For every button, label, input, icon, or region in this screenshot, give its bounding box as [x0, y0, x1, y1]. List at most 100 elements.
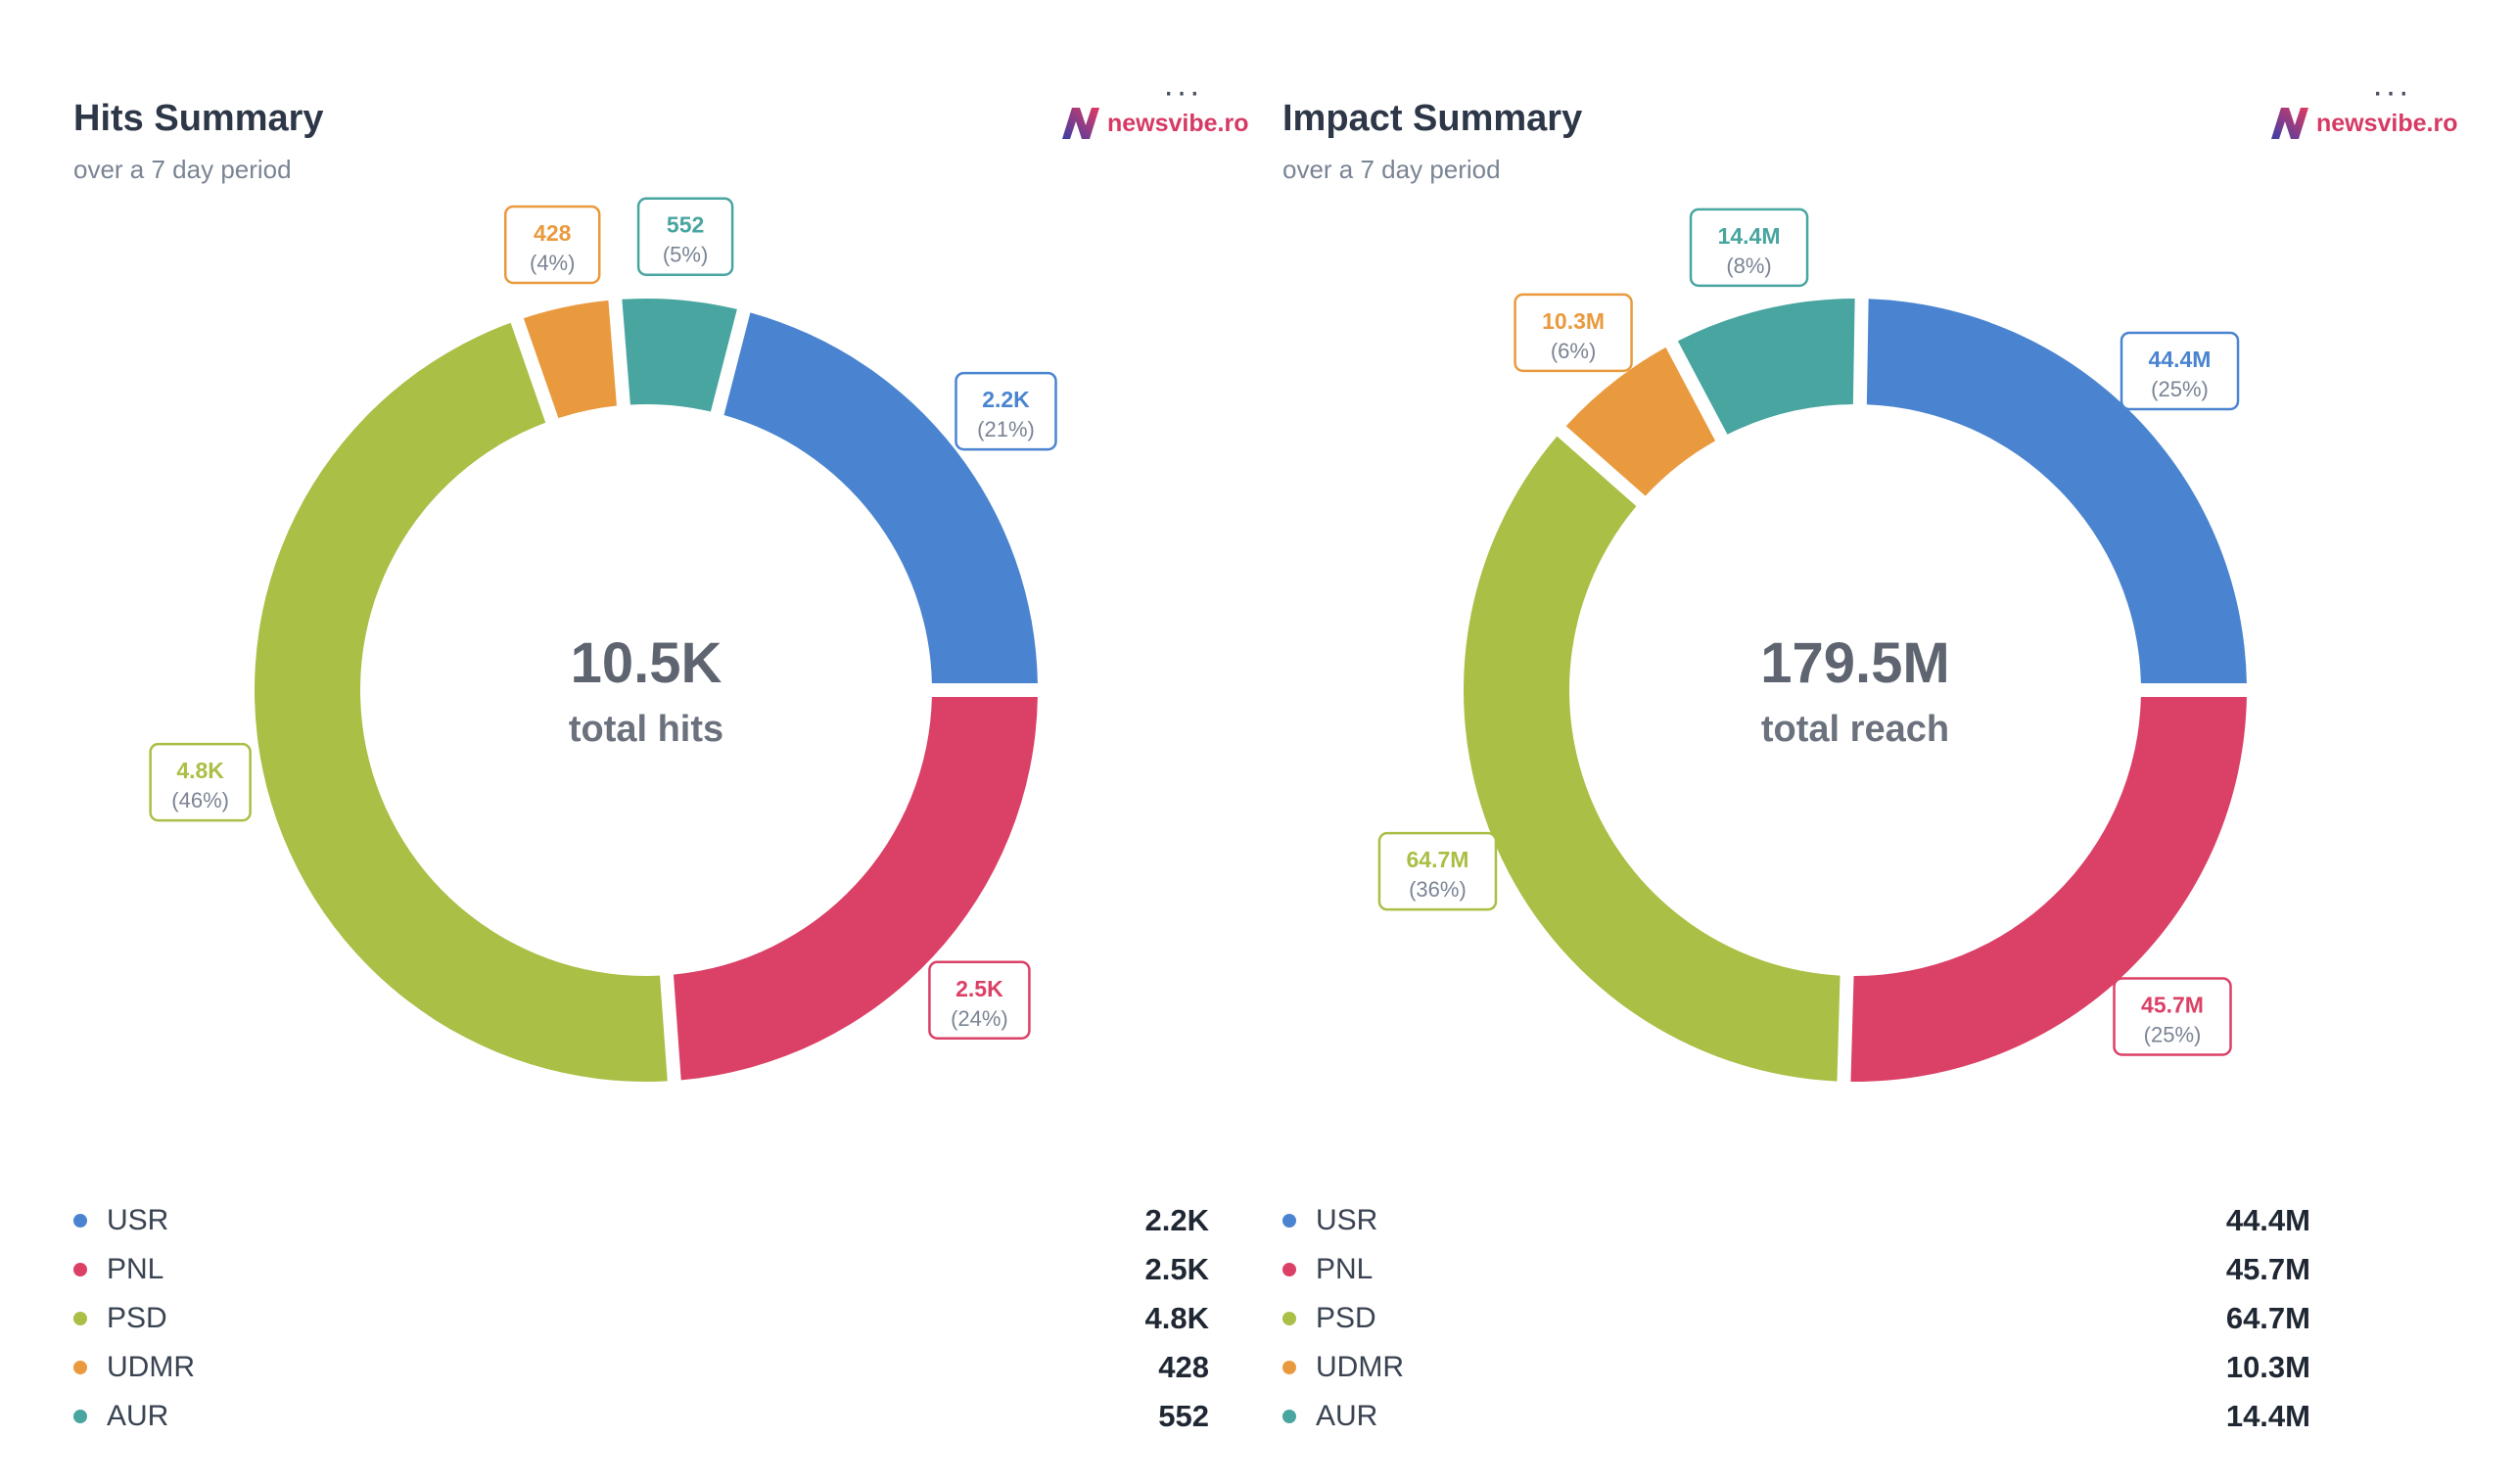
slice-label-aur: 14.4M (8%)	[1689, 208, 1809, 288]
legend: USR 44.4M PNL 45.7M PSD 64.7M UDMR 10.3M…	[1282, 1196, 2418, 1441]
legend-label: PNL	[1316, 1253, 1374, 1285]
panel-title: Impact Summary	[1282, 98, 1583, 139]
slice-value-label: 2.2K	[982, 387, 1030, 412]
slice-percent-label: (8%)	[1726, 254, 1771, 278]
donut-slice-pnl[interactable]	[1850, 696, 2247, 1082]
newsvibe-logo-icon	[2271, 108, 2308, 139]
slice-percent-label: (24%)	[951, 1006, 1008, 1031]
slice-percent-label: (5%)	[663, 243, 708, 267]
legend-item-udmr[interactable]: UDMR 10.3M	[1282, 1343, 2418, 1392]
brand-logo: newsvibe.ro	[2269, 106, 2458, 141]
legend-dot	[1282, 1263, 1296, 1276]
donut-slice-aur[interactable]	[1677, 299, 1855, 435]
donut-slice-psd[interactable]	[1464, 436, 1840, 1082]
slice-value-label: 2.5K	[955, 976, 1003, 1001]
legend-label: USR	[1316, 1204, 1378, 1236]
legend-item-pnl[interactable]: PNL 45.7M	[1282, 1245, 2418, 1294]
slice-label-aur: 552 (5%)	[636, 197, 734, 276]
legend-dot	[73, 1410, 87, 1423]
legend-value: 14.4M	[2225, 1399, 2310, 1433]
slice-value-label: 44.4M	[2149, 347, 2212, 372]
panel-subtitle: over a 7 day period	[73, 155, 292, 184]
slice-value-label: 10.3M	[1542, 308, 1605, 334]
slice-label-udmr: 10.3M (6%)	[1514, 293, 1633, 373]
legend-item-udmr[interactable]: UDMR 428	[73, 1343, 1209, 1392]
legend-value: 2.5K	[1144, 1252, 1209, 1286]
legend-value: 44.4M	[2225, 1203, 2310, 1237]
legend-value: 4.8K	[1144, 1301, 1209, 1335]
legend-label: AUR	[1316, 1400, 1378, 1432]
slice-value-label: 4.8K	[176, 758, 224, 783]
slice-value-label: 552	[667, 212, 704, 238]
legend-value: 2.2K	[1144, 1203, 1209, 1237]
donut-slice-pnl[interactable]	[673, 696, 1038, 1081]
brand-name: newsvibe.ro	[2316, 109, 2458, 137]
legend-label: PNL	[107, 1253, 164, 1285]
legend-value: 10.3M	[2225, 1350, 2310, 1384]
donut-slice-usr[interactable]	[723, 312, 1038, 684]
brand-logo: newsvibe.ro	[1060, 106, 1249, 141]
slice-value-label: 14.4M	[1718, 223, 1781, 249]
legend-label: UDMR	[107, 1351, 195, 1383]
legend-dot	[1282, 1410, 1296, 1423]
donut-slice-usr[interactable]	[1866, 299, 2247, 684]
donut-slice-aur[interactable]	[622, 298, 737, 412]
center-total-value: 179.5M	[1760, 631, 1949, 695]
legend-label: USR	[107, 1204, 169, 1236]
slice-label-pnl: 2.5K (24%)	[928, 960, 1031, 1041]
panel-subtitle: over a 7 day period	[1282, 155, 1501, 184]
center-total-label: total reach	[1761, 709, 1949, 750]
slice-label-usr: 2.2K (21%)	[955, 371, 1057, 451]
legend-dot	[73, 1312, 87, 1325]
slice-label-udmr: 428 (4%)	[503, 205, 601, 285]
legend-dot	[73, 1214, 87, 1228]
slice-label-psd: 64.7M (36%)	[1377, 831, 1498, 911]
legend-item-psd[interactable]: PSD 4.8K	[73, 1294, 1209, 1343]
center-total-label: total hits	[569, 709, 723, 750]
hits-donut-chart: 2.2K (21%) 552 (5%) 428 (4%) 4.8K (46%) 2.5K (24%…	[149, 197, 1057, 1083]
legend-dot	[1282, 1312, 1296, 1325]
impact-donut-chart: 44.4M (25%) 14.4M (8%) 10.3M (6%) 64.7M (36%) 45…	[1377, 208, 2247, 1082]
legend-dot	[1282, 1214, 1296, 1228]
slice-label-usr: 44.4M (25%)	[2120, 331, 2240, 411]
slice-percent-label: (6%)	[1551, 339, 1596, 363]
newsvibe-logo-icon	[1062, 108, 1099, 139]
legend-label: PSD	[1316, 1302, 1376, 1334]
donut-slice-udmr[interactable]	[1565, 347, 1716, 496]
legend-item-psd[interactable]: PSD 64.7M	[1282, 1294, 2418, 1343]
slice-percent-label: (36%)	[1409, 877, 1467, 902]
hits-summary-panel: Hits Summary over a 7 day period newsvib…	[0, 0, 1249, 1484]
legend-value: 428	[1158, 1350, 1209, 1384]
legend-label: AUR	[107, 1400, 169, 1432]
slice-percent-label: (46%)	[171, 788, 229, 812]
legend-label: PSD	[107, 1302, 167, 1334]
legend-value: 552	[1158, 1399, 1209, 1433]
impact-summary-panel: Impact Summary over a 7 day period newsv…	[1209, 0, 2458, 1484]
donut-slice-udmr[interactable]	[523, 300, 617, 419]
legend-label: UDMR	[1316, 1351, 1404, 1383]
center-total-value: 10.5K	[571, 631, 722, 695]
legend-dot	[1282, 1361, 1296, 1374]
legend-item-pnl[interactable]: PNL 2.5K	[73, 1245, 1209, 1294]
slice-percent-label: (25%)	[2144, 1023, 2202, 1047]
slice-percent-label: (25%)	[2151, 377, 2209, 401]
legend-value: 45.7M	[2225, 1252, 2310, 1286]
legend-item-usr[interactable]: USR 2.2K	[73, 1196, 1209, 1245]
slice-value-label: 45.7M	[2141, 993, 2204, 1018]
slice-value-label: 428	[534, 220, 572, 246]
legend: USR 2.2K PNL 2.5K PSD 4.8K UDMR 428 AUR …	[73, 1196, 1209, 1441]
legend-dot	[73, 1361, 87, 1374]
legend-item-aur[interactable]: AUR 14.4M	[1282, 1392, 2418, 1441]
legend-value: 64.7M	[2225, 1301, 2310, 1335]
panel-title: Hits Summary	[73, 98, 324, 139]
slice-percent-label: (4%)	[530, 251, 575, 275]
slice-percent-label: (21%)	[977, 417, 1035, 441]
brand-name: newsvibe.ro	[1107, 109, 1249, 137]
slice-value-label: 64.7M	[1406, 847, 1468, 872]
slice-label-psd: 4.8K (46%)	[149, 742, 252, 822]
legend-dot	[73, 1263, 87, 1276]
legend-item-aur[interactable]: AUR 552	[73, 1392, 1209, 1441]
legend-item-usr[interactable]: USR 44.4M	[1282, 1196, 2418, 1245]
donut-slice-psd[interactable]	[255, 322, 668, 1083]
slice-label-pnl: 45.7M (25%)	[2113, 977, 2232, 1056]
